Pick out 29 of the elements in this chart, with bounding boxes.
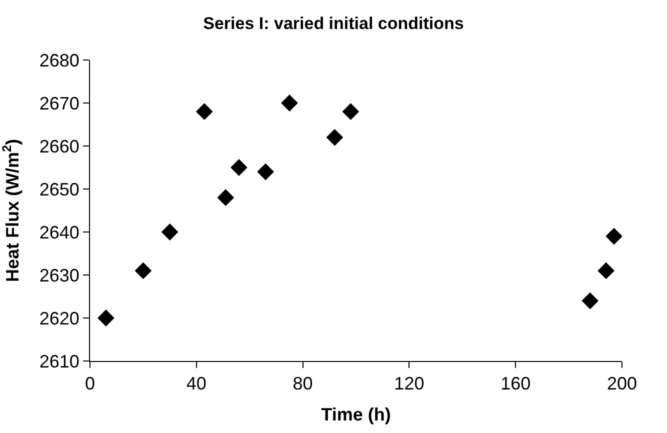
- point: [326, 128, 344, 146]
- x-axis-title: Time (h): [321, 404, 391, 425]
- y-tick-label: 2650: [39, 179, 80, 200]
- point: [598, 262, 614, 280]
- y-tick-label: 2630: [39, 265, 80, 286]
- point: [606, 228, 622, 245]
- y-tick-label: 2660: [39, 136, 80, 156]
- y-tick-label: 2610: [39, 351, 80, 372]
- y-tick-label: 2680: [39, 50, 80, 70]
- point: [161, 224, 178, 240]
- point: [342, 103, 360, 120]
- point: [281, 94, 298, 112]
- x-tick-label: 0: [84, 374, 96, 394]
- y-tick-label: 2640: [39, 222, 80, 242]
- x-tick-label: 200: [606, 374, 638, 394]
- point: [257, 163, 274, 180]
- point: [230, 159, 248, 176]
- x-tick-label: 80: [292, 374, 313, 394]
- point: [196, 103, 213, 120]
- y-tick-label: 2670: [39, 93, 80, 114]
- point: [582, 292, 599, 310]
- x-tick-label: 160: [500, 374, 531, 394]
- chart-title: Series I: varied initial conditions: [203, 14, 464, 34]
- x-tick-label: 40: [186, 374, 206, 394]
- point: [134, 262, 152, 280]
- point: [98, 310, 114, 326]
- point: [217, 189, 234, 206]
- x-tick-label: 120: [394, 374, 424, 394]
- y-tick-label: 2620: [39, 308, 80, 328]
